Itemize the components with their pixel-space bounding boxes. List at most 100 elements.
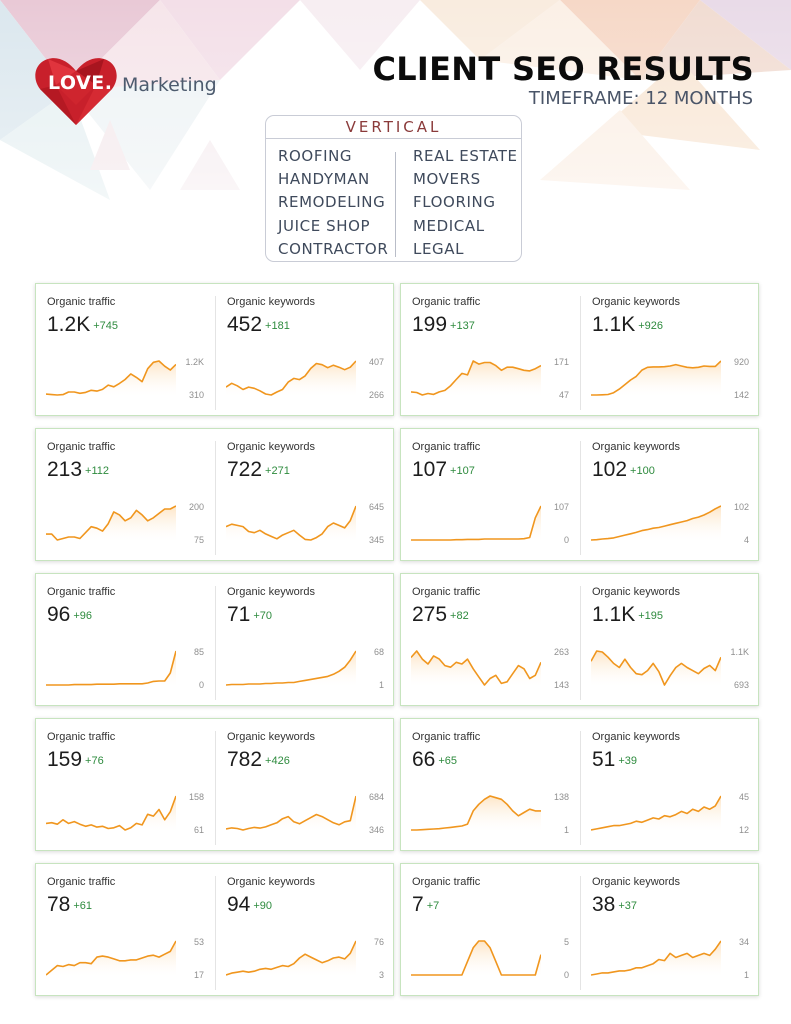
card-divider	[215, 586, 216, 700]
metric-label: Organic traffic	[47, 296, 116, 308]
metric-number: 96	[47, 603, 71, 626]
metric-number: 275	[412, 603, 448, 626]
sparkline-line	[411, 650, 541, 686]
card-divider	[215, 441, 216, 555]
sparkline-line	[46, 505, 176, 541]
metric-label: Organic traffic	[47, 876, 116, 888]
sparkline-line	[46, 360, 176, 396]
sparkline-chart	[226, 505, 356, 541]
metric-delta: +39	[618, 755, 638, 767]
sparkline-area	[411, 941, 541, 976]
metric-delta: +137	[450, 320, 475, 332]
sparkline-area	[591, 506, 721, 541]
organic-traffic-panel: Organic traffic 159 +76 158 61	[36, 719, 214, 850]
vertical-item: ROOFING	[278, 147, 353, 165]
metric-value: 38 +37	[592, 893, 637, 917]
metric-value: 66 +65	[412, 748, 457, 772]
metric-value: 1.1K +195	[592, 603, 663, 627]
heart-icon	[35, 58, 117, 125]
sparkline-area	[411, 361, 541, 396]
card-divider	[215, 296, 216, 410]
organic-keywords-panel: Organic keywords 1.1K +195 1.1K 693	[581, 574, 759, 705]
y-axis-max-label: 107	[553, 502, 569, 512]
sparkline-line	[226, 650, 356, 686]
y-axis-min-label: 1	[563, 825, 569, 835]
logo-love-text: LOVE.	[48, 72, 113, 94]
sparkline-line	[226, 505, 356, 541]
metric-delta: +926	[638, 320, 663, 332]
organic-keywords-panel: Organic keywords 38 +37 34 1	[581, 864, 759, 995]
y-axis-min-label: 0	[563, 535, 569, 545]
sparkline-chart	[591, 505, 721, 541]
metric-delta: +181	[265, 320, 290, 332]
sparkline-chart	[46, 940, 176, 976]
vertical-item: LEGAL	[413, 239, 465, 258]
metric-label: Organic keywords	[227, 586, 316, 598]
metric-number: 213	[47, 458, 83, 481]
sparkline-line	[46, 650, 176, 686]
result-card: Organic traffic 107 +107 107 0 Organic keywor…	[400, 428, 759, 561]
result-card: Organic traffic 1.2K +745 1.2K 310 Organic ke…	[35, 283, 394, 416]
organic-keywords-panel: Organic keywords 722 +271 645 345	[216, 429, 394, 560]
metric-delta: +90	[253, 900, 273, 912]
vertical-heading: VERTICAL	[266, 116, 521, 139]
sparkline-chart	[226, 940, 356, 976]
metric-number: 102	[592, 458, 628, 481]
metric-value: 96 +96	[47, 603, 92, 627]
result-card: Organic traffic 159 +76 158 61 Organic keywor…	[35, 718, 394, 851]
sparkline-line	[411, 940, 541, 976]
result-card: Organic traffic 7 +7 5 0 Organic keywords 38 +3…	[400, 863, 759, 996]
card-divider	[215, 876, 216, 990]
card-divider	[580, 441, 581, 555]
organic-keywords-panel: Organic keywords 51 +39 45 12	[581, 719, 759, 850]
sparkline-line	[411, 360, 541, 396]
metric-label: Organic traffic	[412, 586, 481, 598]
y-axis-max-label: 171	[553, 357, 569, 367]
metric-number: 199	[412, 313, 448, 336]
sparkline-line	[226, 940, 356, 976]
sparkline-area	[591, 941, 721, 976]
metric-delta: +70	[253, 610, 273, 622]
metric-delta: +271	[265, 465, 290, 477]
sparkline-area	[226, 651, 356, 686]
y-axis-max-label: 407	[368, 357, 384, 367]
organic-keywords-panel: Organic keywords 94 +90 76 3	[216, 864, 394, 995]
sparkline-line	[411, 795, 541, 831]
y-axis-min-label: 75	[193, 535, 204, 545]
y-axis-min-label: 12	[738, 825, 749, 835]
organic-traffic-panel: Organic traffic 7 +7 5 0	[401, 864, 579, 995]
y-axis-min-label: 61	[193, 825, 204, 835]
metric-value: 782 +426	[227, 748, 290, 772]
card-divider	[580, 296, 581, 410]
sparkline-chart	[411, 795, 541, 831]
vertical-item: CONTRACTOR	[278, 239, 389, 258]
organic-keywords-panel: Organic keywords 782 +426 684 346	[216, 719, 394, 850]
y-axis-min-label: 1	[743, 970, 749, 980]
sparkline-chart	[46, 795, 176, 831]
y-axis-max-label: 1.1K	[730, 647, 749, 657]
sparkline-chart	[46, 650, 176, 686]
sparkline-area	[411, 796, 541, 831]
sparkline-area	[46, 506, 176, 541]
sparkline-line	[411, 505, 541, 541]
y-axis-min-label: 142	[733, 390, 749, 400]
metric-number: 159	[47, 748, 83, 771]
vertical-column-left: ROOFING HANDYMAN REMODELING JUICE SHOP C…	[278, 145, 388, 261]
sparkline-line	[591, 795, 721, 831]
metric-delta: +100	[630, 465, 655, 477]
metric-number: 71	[227, 603, 251, 626]
result-card: Organic traffic 96 +96 85 0 Organic keywords 7…	[35, 573, 394, 706]
sparkline-line	[46, 795, 176, 831]
metric-value: 452 +181	[227, 313, 290, 337]
metric-label: Organic keywords	[592, 296, 681, 308]
metric-label: Organic keywords	[227, 296, 316, 308]
y-axis-max-label: 53	[193, 937, 204, 947]
metric-delta: +65	[438, 755, 458, 767]
sparkline-line	[226, 795, 356, 831]
metric-delta: +195	[638, 610, 663, 622]
metric-number: 7	[412, 893, 424, 916]
organic-traffic-panel: Organic traffic 66 +65 138 1	[401, 719, 579, 850]
y-axis-max-label: 158	[188, 792, 204, 802]
card-divider	[580, 731, 581, 845]
y-axis-max-label: 263	[553, 647, 569, 657]
